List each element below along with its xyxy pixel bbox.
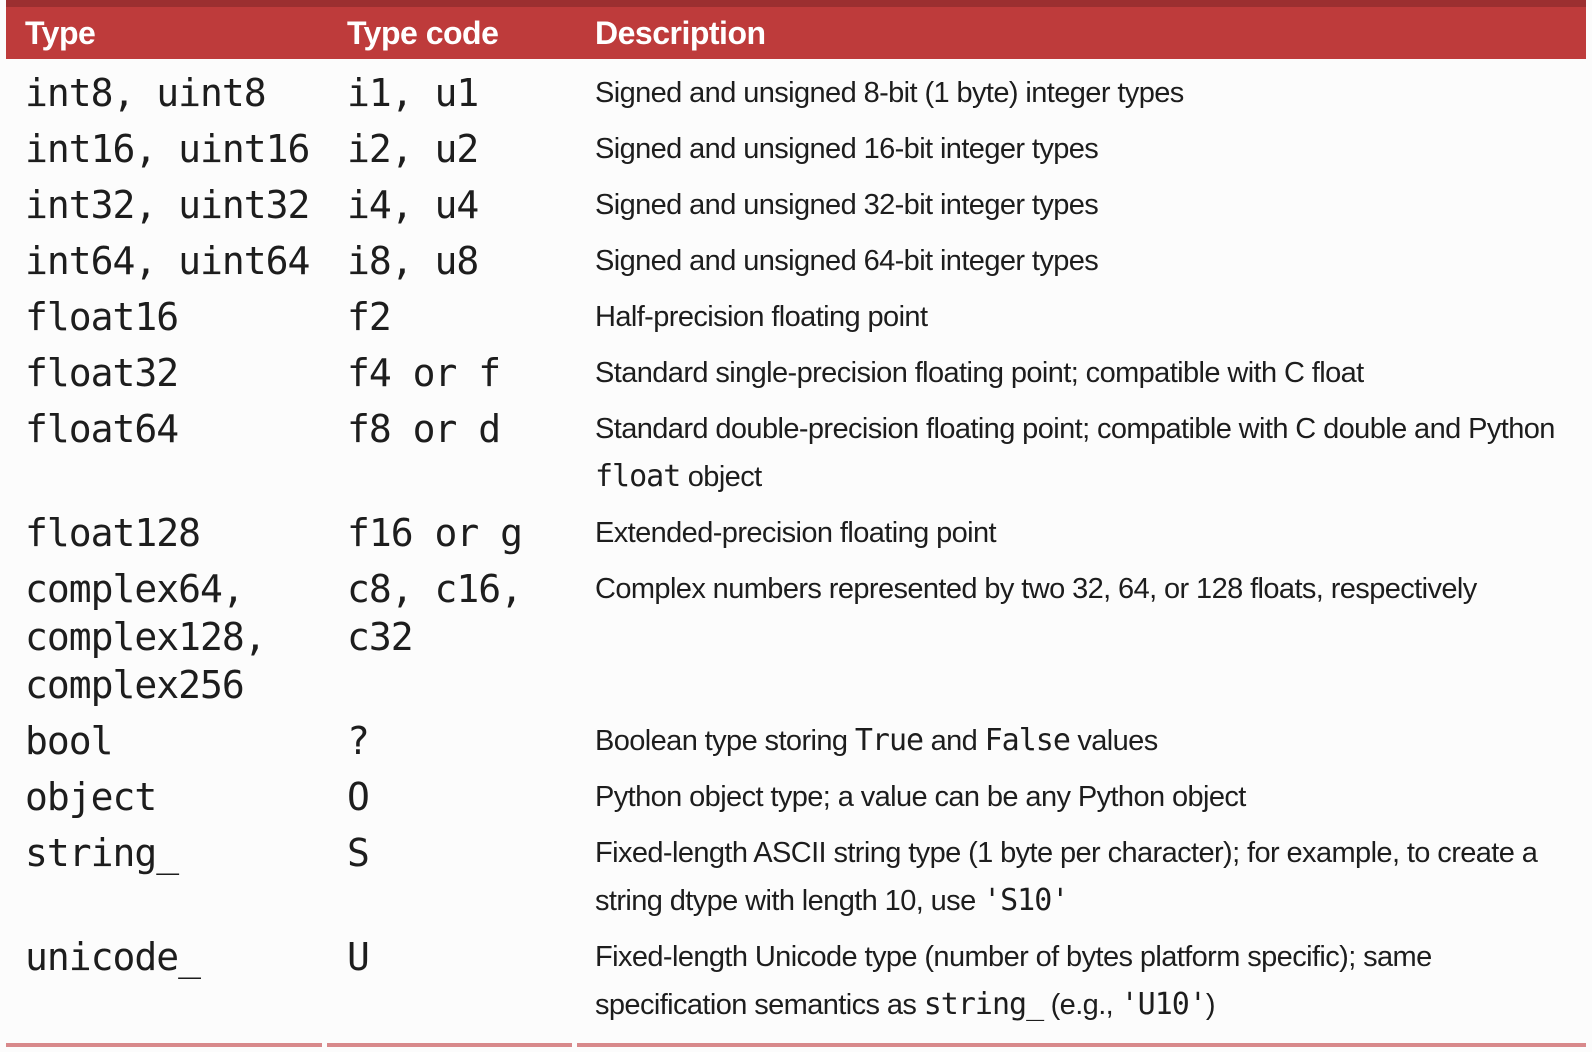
description-cell: Standard single-precision floating point… — [577, 349, 1586, 397]
description-text: Boolean type storing — [595, 725, 855, 757]
bottom-rule-segment — [6, 1043, 322, 1047]
type-code-cell: ? — [347, 719, 370, 763]
type-cell: int16, uint16 — [25, 127, 310, 171]
table-body: int8, uint8 i1, u1 Signed and unsigned 8… — [6, 59, 1586, 1033]
dtypes-table: Type Type code Description int8, uint8 i… — [6, 0, 1586, 1047]
type-cell: float32 — [25, 351, 179, 395]
table-row: int64, uint64 i8, u8 Signed and unsigned… — [6, 233, 1586, 289]
type-code-cell: O — [347, 775, 370, 819]
table-bottom-rule — [6, 1043, 1586, 1047]
bottom-rule-segment — [327, 1043, 572, 1047]
column-header-description: Description — [595, 14, 766, 51]
description-text: (e.g., — [1043, 989, 1121, 1021]
description-text: Signed and unsigned 8-bit (1 byte) integ… — [595, 77, 1184, 109]
description-cell: Signed and unsigned 32-bit integer types — [577, 181, 1586, 229]
description-text: Fixed-length Unicode type (number of byt… — [595, 941, 1432, 1021]
inline-code: string_ — [923, 987, 1044, 1022]
type-cell: int8, uint8 — [25, 71, 267, 115]
table-row: float128 f16 or g Extended-precision flo… — [6, 505, 1586, 561]
table-row: int32, uint32 i4, u4 Signed and unsigned… — [6, 177, 1586, 233]
column-header-type: Type — [25, 14, 96, 51]
description-text: Extended-precision floating point — [595, 517, 997, 549]
description-text: and — [923, 725, 985, 757]
description-text: values — [1069, 725, 1158, 757]
type-code-cell: f16 or g — [347, 511, 523, 555]
type-cell: float128 — [25, 511, 201, 555]
type-cell: string_ — [25, 831, 179, 875]
type-cell: unicode_ — [25, 935, 201, 979]
description-cell: Boolean type storing True and False valu… — [577, 717, 1586, 765]
description-cell: Standard double-precision floating point… — [577, 405, 1586, 501]
description-text: Complex numbers represented by two 32, 6… — [595, 573, 1477, 605]
type-code-cell: i2, u2 — [347, 127, 479, 171]
table-row: string_ S Fixed-length ASCII string type… — [6, 825, 1586, 929]
inline-code: 'U10' — [1120, 987, 1207, 1022]
type-code-cell: f4 or f — [347, 351, 501, 395]
type-cell: float64 — [25, 407, 179, 451]
description-text: ) — [1205, 989, 1216, 1021]
type-cell: object — [25, 775, 157, 819]
description-text: object — [680, 461, 762, 493]
description-cell: Fixed-length ASCII string type (1 byte p… — [577, 829, 1586, 925]
type-code-cell: f2 — [347, 295, 392, 339]
description-text: Half-precision floating point — [595, 301, 928, 333]
table-row: int8, uint8 i1, u1 Signed and unsigned 8… — [6, 65, 1586, 121]
inline-code: False — [984, 723, 1071, 758]
description-text: Fixed-length ASCII string type (1 byte p… — [595, 837, 1538, 917]
type-cell: bool — [25, 719, 114, 763]
inline-code: 'S10' — [983, 883, 1069, 918]
type-code-cell: i8, u8 — [347, 239, 479, 283]
description-cell: Extended-precision floating point — [577, 509, 1586, 557]
description-cell: Half-precision floating point — [577, 293, 1586, 341]
table-row: float32 f4 or f Standard single-precisio… — [6, 345, 1586, 401]
table-row: unicode_ U Fixed-length Unicode type (nu… — [6, 929, 1586, 1033]
description-cell: Python object type; a value can be any P… — [577, 773, 1586, 821]
type-code-cell: U — [347, 935, 370, 979]
type-cell: int64, uint64 — [25, 239, 310, 283]
table-row: int16, uint16 i2, u2 Signed and unsigned… — [6, 121, 1586, 177]
column-header-type-code: Type code — [347, 14, 499, 51]
description-text: Signed and unsigned 32-bit integer types — [595, 189, 1099, 221]
table-row: float16 f2 Half-precision floating point — [6, 289, 1586, 345]
bottom-rule-segment — [577, 1043, 1586, 1047]
description-text: Standard double-precision floating point… — [595, 413, 1555, 445]
type-cell: float16 — [25, 295, 179, 339]
description-cell: Fixed-length Unicode type (number of byt… — [577, 933, 1586, 1029]
inline-code: True — [854, 723, 924, 758]
description-text: Signed and unsigned 16-bit integer types — [595, 133, 1099, 165]
table-row: object O Python object type; a value can… — [6, 769, 1586, 825]
type-code-cell: i4, u4 — [347, 183, 479, 227]
table-row: complex64, complex128, complex256 c8, c1… — [6, 561, 1586, 713]
type-code-cell: S — [347, 831, 370, 875]
type-code-cell: f8 or d — [347, 407, 501, 451]
description-text: Python object type; a value can be any P… — [595, 781, 1246, 813]
table-row: bool ? Boolean type storing True and Fal… — [6, 713, 1586, 769]
description-cell: Signed and unsigned 16-bit integer types — [577, 125, 1586, 173]
description-cell: Complex numbers represented by two 32, 6… — [577, 565, 1586, 709]
table-header-row: Type Type code Description — [6, 0, 1586, 59]
description-text: Signed and unsigned 64-bit integer types — [595, 245, 1099, 277]
type-code-cell: i1, u1 — [347, 71, 479, 115]
description-cell: Signed and unsigned 64-bit integer types — [577, 237, 1586, 285]
description-text: Standard single-precision floating point… — [595, 357, 1364, 389]
inline-code: float — [595, 459, 681, 494]
table-row: float64 f8 or d Standard double-precisio… — [6, 401, 1586, 505]
description-cell: Signed and unsigned 8-bit (1 byte) integ… — [577, 69, 1586, 117]
type-cell: int32, uint32 — [25, 183, 310, 227]
type-code-cell: c8, c16, c32 — [347, 567, 523, 659]
type-cell: complex64, complex128, complex256 — [25, 567, 267, 707]
